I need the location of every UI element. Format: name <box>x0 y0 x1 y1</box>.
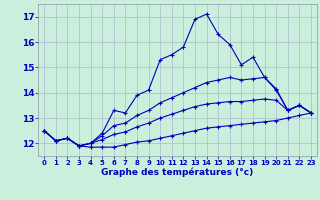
X-axis label: Graphe des températures (°c): Graphe des températures (°c) <box>101 168 254 177</box>
